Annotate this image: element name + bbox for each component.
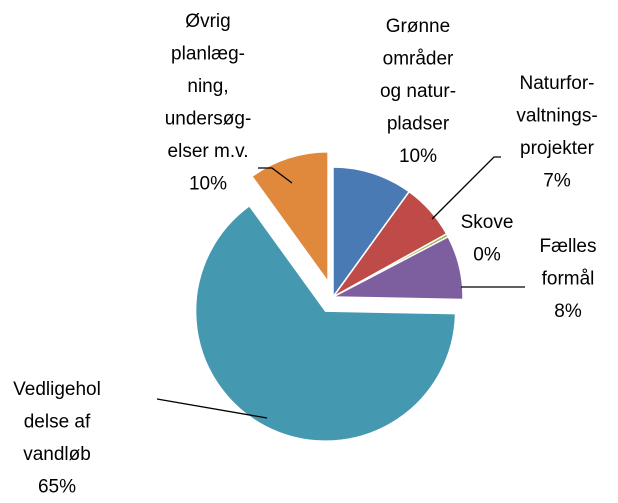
slice-percent: 0% [473,245,501,266]
pie-slice [332,235,464,301]
slice-label: Grønne områder og natur-pladser [380,16,456,135]
slice-label: Vedligehol delse af vandløb [13,379,101,465]
slice-percent: 65% [38,477,76,498]
slice-percent: 10% [399,146,437,167]
leader-line [258,167,293,184]
slice-label: Fælles formål [539,236,596,290]
slice-label: Naturfor-valtnings-projekter [516,73,597,159]
pie-slice [250,151,329,285]
slice-label: Øvrig planlæg-ning, undersøg-elser m.v. [165,11,252,162]
slice-label: Skove [461,212,514,233]
leader-line [156,398,268,419]
leader-line [431,156,501,220]
pie-slice [194,204,457,442]
slice-percent: 7% [543,171,571,192]
slice-percent: 8% [554,301,582,322]
pie-slice [332,166,411,300]
slice-percent: 10% [189,174,227,195]
